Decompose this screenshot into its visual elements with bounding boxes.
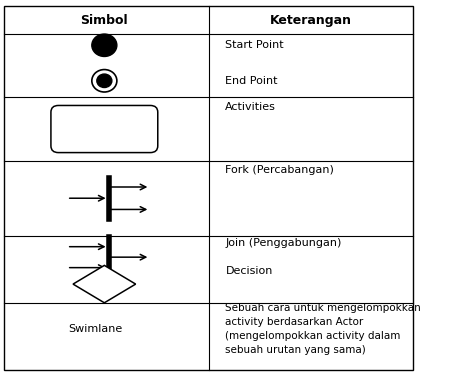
Text: Decision: Decision (225, 266, 272, 276)
Text: Simbol: Simbol (80, 13, 128, 27)
Circle shape (97, 74, 111, 88)
Text: Join (Penggabungan): Join (Penggabungan) (225, 238, 341, 248)
Text: Keterangan: Keterangan (269, 13, 351, 27)
Circle shape (92, 34, 117, 56)
Polygon shape (73, 266, 135, 303)
Text: Activities: Activities (225, 102, 276, 111)
Text: End Point: End Point (225, 76, 277, 86)
Text: Sebuah cara untuk mengelompokkan
activity berdasarkan Actor
(mengelompokkan acti: Sebuah cara untuk mengelompokkan activit… (225, 303, 420, 355)
Text: Swimlane: Swimlane (68, 324, 122, 334)
Text: Start Point: Start Point (225, 40, 283, 50)
Text: Fork (Percabangan): Fork (Percabangan) (225, 165, 334, 175)
FancyBboxPatch shape (51, 105, 157, 153)
Circle shape (92, 70, 117, 92)
